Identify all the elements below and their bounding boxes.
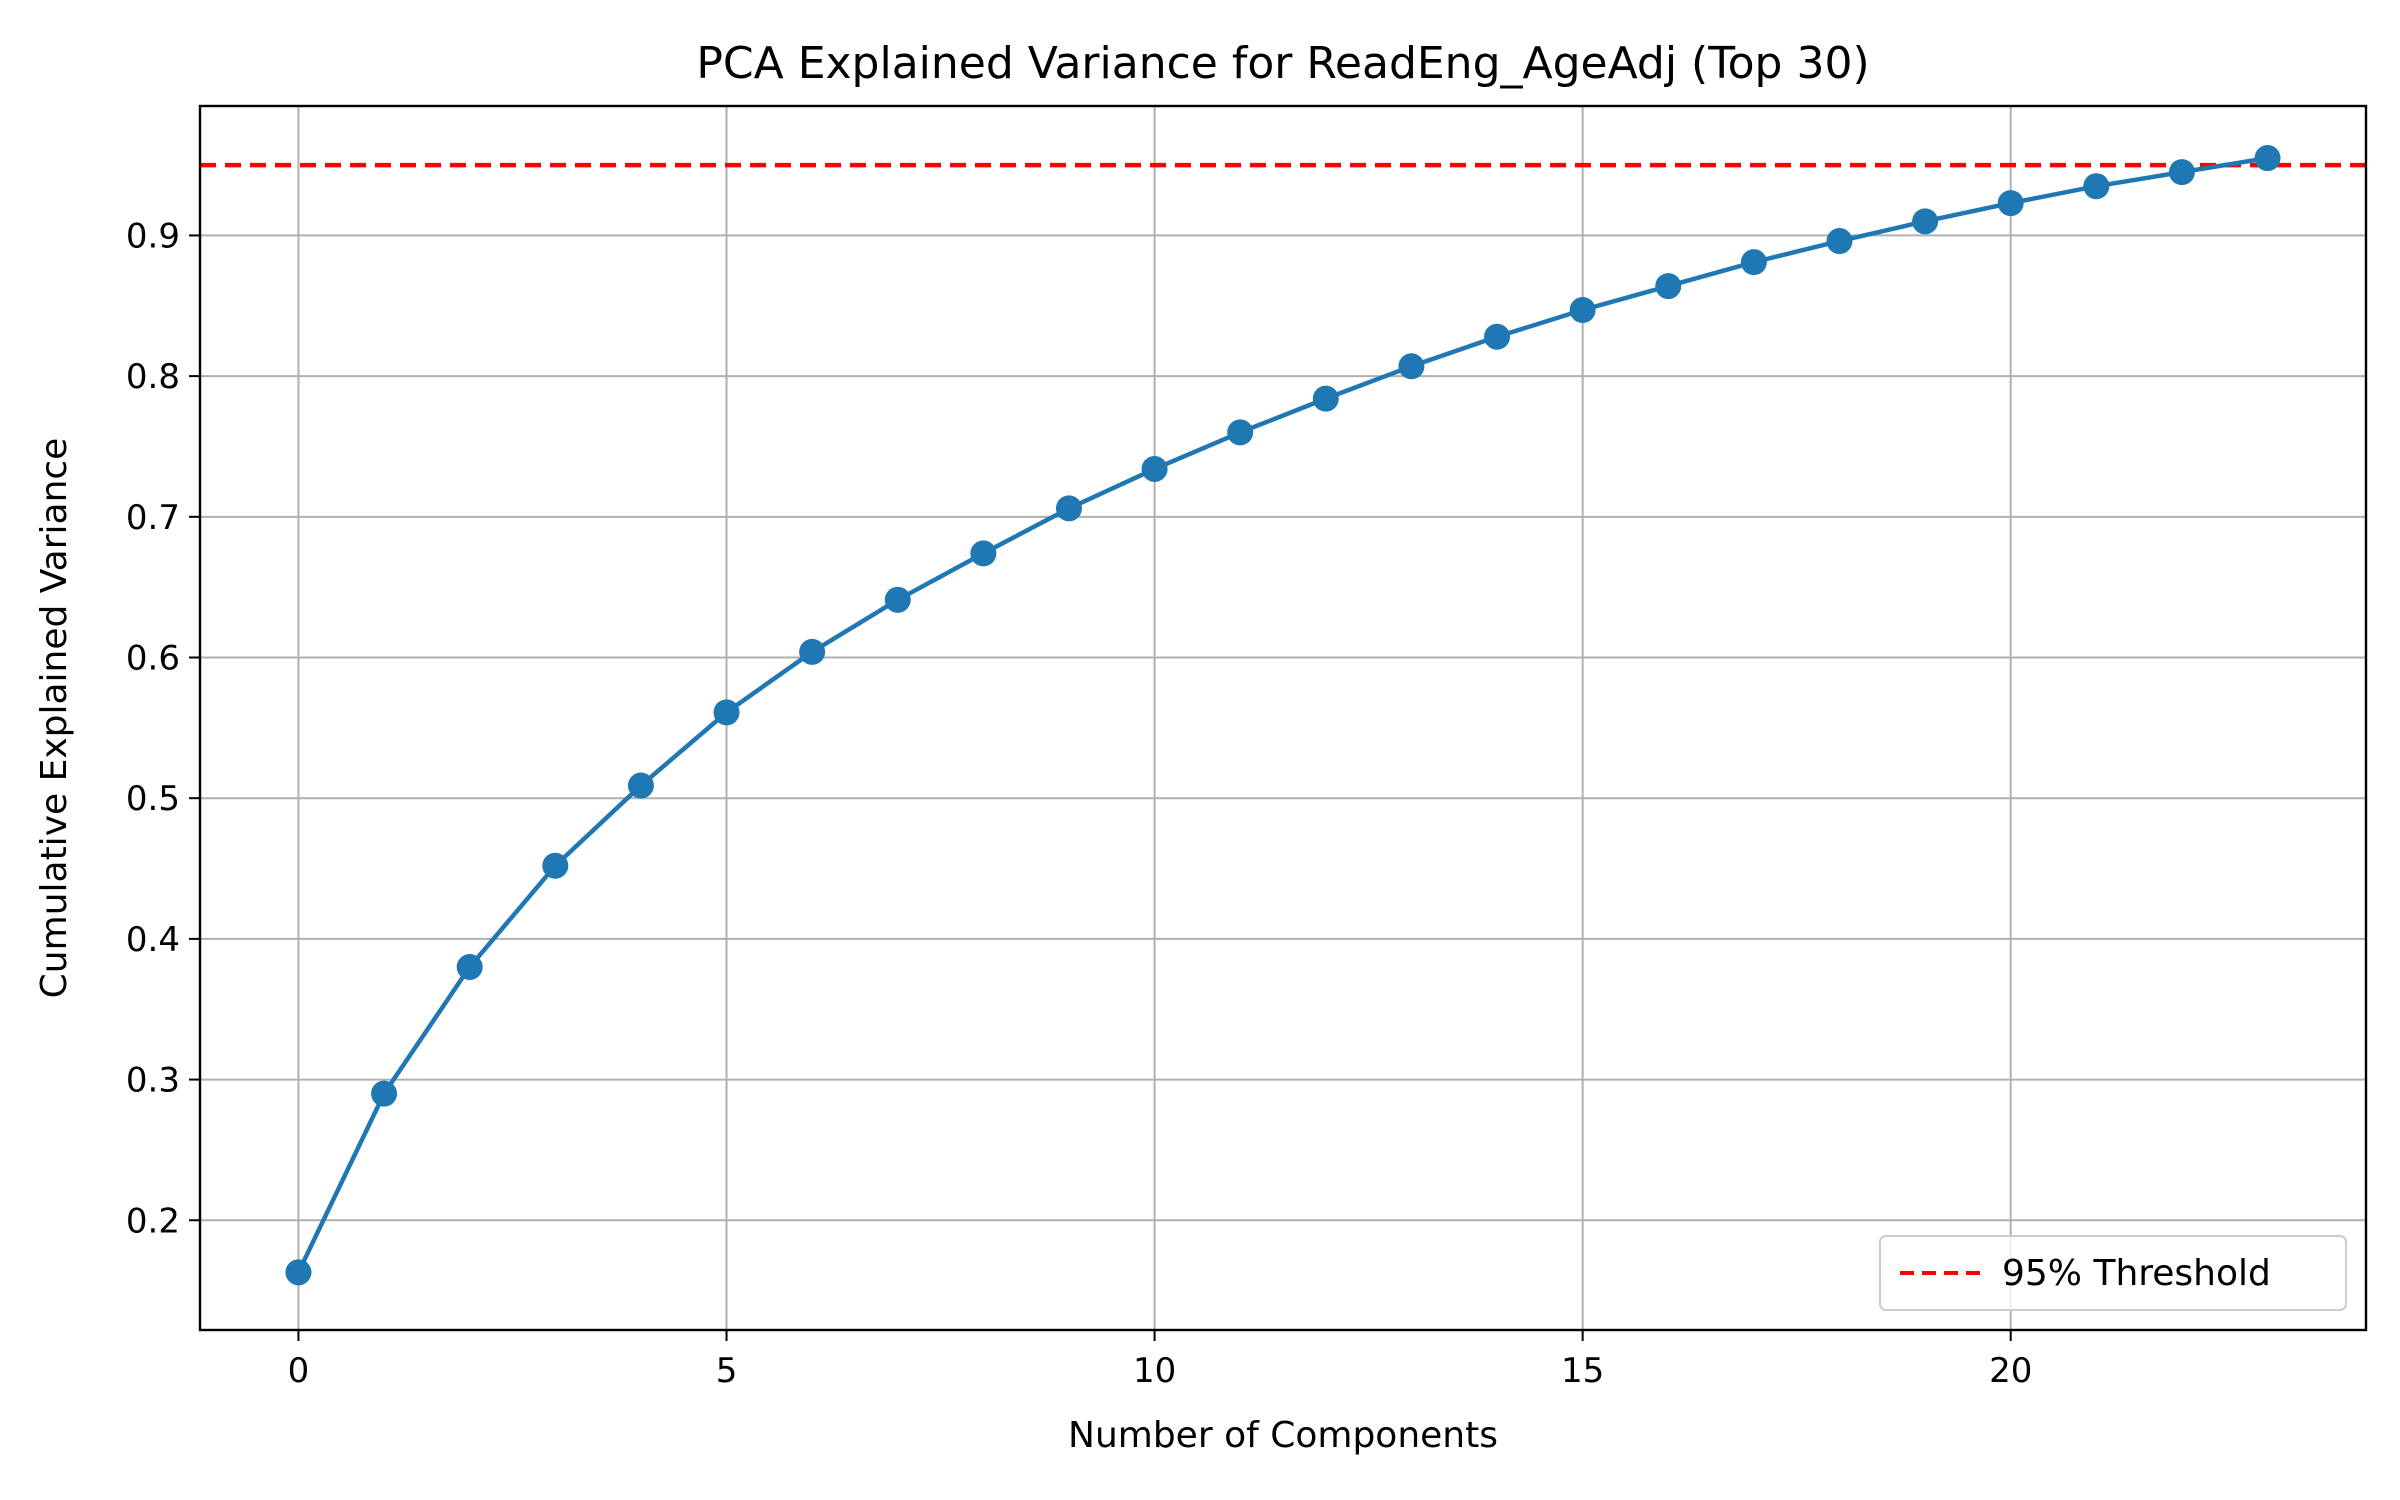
legend-threshold-label: 95% Threshold xyxy=(2002,1253,2271,1294)
data-point-21 xyxy=(2083,173,2110,200)
x-tick-label-15: 15 xyxy=(1561,1351,1604,1391)
x-axis-title: Number of Components xyxy=(1068,1415,1498,1456)
data-point-6 xyxy=(799,638,826,665)
data-point-18 xyxy=(1826,228,1853,255)
y-tick-label-0.6: 0.6 xyxy=(126,639,180,679)
x-tick-label-20: 20 xyxy=(1989,1351,2032,1391)
chart-title: PCA Explained Variance for ReadEng_AgeAd… xyxy=(696,38,1869,89)
series-layer xyxy=(285,145,2281,1286)
y-tick-label-0.5: 0.5 xyxy=(126,779,180,819)
series-line xyxy=(296,155,2270,1275)
y-tick-label-0.3: 0.3 xyxy=(126,1061,180,1101)
data-point-12 xyxy=(1312,385,1339,412)
grid-lines xyxy=(200,106,2366,1330)
data-point-10 xyxy=(1141,455,1168,482)
data-point-13 xyxy=(1398,353,1425,380)
x-tick-label-5: 5 xyxy=(716,1351,738,1391)
legend: 95% Threshold xyxy=(1879,1235,2347,1311)
x-tick-label-0: 0 xyxy=(288,1351,310,1391)
plot-area-frame xyxy=(198,104,2368,1332)
data-point-2 xyxy=(456,954,483,981)
legend-box xyxy=(1879,1235,2347,1311)
data-point-22 xyxy=(2168,159,2195,186)
data-point-19 xyxy=(1912,208,1939,235)
data-point-16 xyxy=(1655,273,1682,300)
data-point-1 xyxy=(371,1080,398,1107)
y-axis-title: Cumulative Explained Variance xyxy=(34,438,75,999)
data-point-8 xyxy=(970,540,997,567)
y-tick-label-0.7: 0.7 xyxy=(126,498,180,538)
data-point-20 xyxy=(1997,190,2024,217)
data-point-5 xyxy=(713,699,740,726)
x-axis-ticks: 0 5 10 15 20 xyxy=(288,1330,2032,1391)
data-point-0 xyxy=(285,1259,312,1286)
y-tick-label-0.4: 0.4 xyxy=(126,920,180,960)
y-tick-label-0.2: 0.2 xyxy=(126,1201,180,1241)
y-tick-label-0.8: 0.8 xyxy=(126,357,180,397)
data-point-7 xyxy=(884,586,911,613)
x-tick-label-10: 10 xyxy=(1133,1351,1176,1391)
data-point-11 xyxy=(1227,419,1254,446)
data-point-4 xyxy=(627,772,654,799)
y-axis-ticks: 0.2 0.3 0.4 0.5 0.6 0.7 0.8 0.9 xyxy=(126,216,200,1241)
data-point-15 xyxy=(1569,297,1596,323)
data-point-23 xyxy=(2254,145,2281,172)
data-point-9 xyxy=(1055,495,1082,522)
data-point-3 xyxy=(542,852,569,879)
data-point-17 xyxy=(1740,249,1767,276)
y-tick-label-0.9: 0.9 xyxy=(126,216,180,256)
data-point-14 xyxy=(1484,323,1511,350)
